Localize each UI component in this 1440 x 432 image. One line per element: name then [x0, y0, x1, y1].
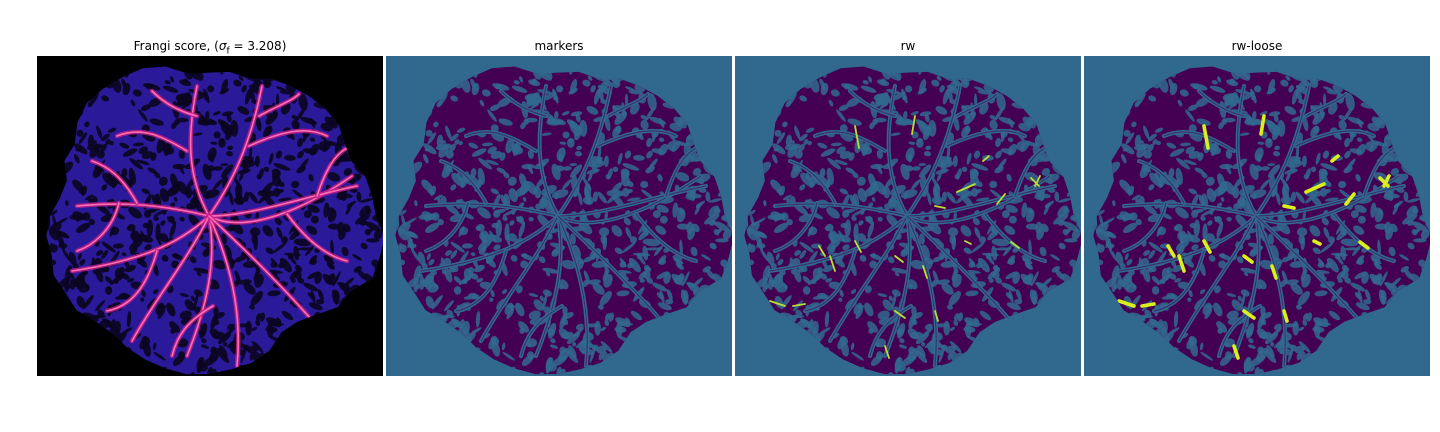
rw-loose-segmentation-image [1084, 56, 1430, 376]
rw-segmentation-image [735, 56, 1081, 376]
panel-title-markers: markers [534, 39, 584, 53]
frangi-score-image [37, 56, 383, 376]
markers-image [386, 56, 732, 376]
panel-title-frangi: Frangi score, (σf = 3.208) [133, 39, 287, 57]
panel-title-rw: rw [900, 39, 916, 53]
panel-title-rw-loose: rw-loose [1231, 39, 1283, 53]
